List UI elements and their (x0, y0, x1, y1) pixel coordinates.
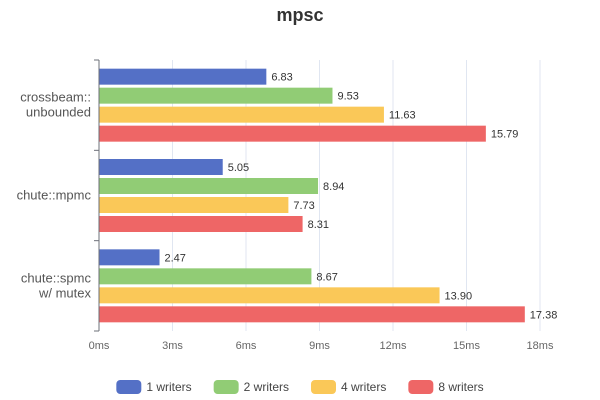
data-label: 7.73 (293, 200, 314, 212)
axes: 0ms 3ms 6ms 9ms 12ms 15ms 18ms crossbeam:: unbou… (17, 59, 554, 352)
data-label: 15.79 (491, 129, 519, 141)
bar (99, 249, 160, 266)
legend-swatch (311, 380, 336, 394)
legend-item[interactable]: 4 writers (311, 380, 386, 394)
chart-title: mpsc (276, 5, 323, 25)
x-tick-label: 3ms (162, 340, 183, 352)
bar (99, 216, 303, 232)
bar (99, 306, 525, 323)
x-tick-label: 18ms (527, 340, 554, 352)
bars: 6.83 9.53 11.63 15.79 5.05 8.94 7.73 8.31 2.47 8.… (99, 68, 558, 323)
data-label: 8.31 (308, 219, 329, 231)
category-label: chute::spmc w/ mutex (21, 270, 92, 300)
legend-label: 4 writers (341, 380, 386, 394)
data-label: 13.90 (445, 290, 473, 302)
legend-item[interactable]: 8 writers (408, 380, 484, 394)
legend-item[interactable]: 1 writers (116, 380, 192, 394)
legend-label: 2 writers (244, 380, 289, 394)
bar (99, 125, 486, 142)
legend-swatch (213, 380, 239, 394)
data-label: 6.83 (271, 72, 292, 84)
legend-swatch (116, 380, 142, 394)
legend-item[interactable]: 2 writers (213, 380, 289, 394)
data-label: 8.94 (323, 181, 344, 193)
x-tick-label: 0ms (89, 340, 110, 352)
x-tick-label: 15ms (453, 340, 480, 352)
legend: 1 writers 2 writers 4 writers 8 writers (116, 380, 484, 394)
legend-label: 8 writers (438, 380, 483, 394)
data-label: 11.63 (389, 110, 416, 122)
x-tick-label: 6ms (236, 340, 257, 352)
bar (99, 68, 267, 85)
x-tick-label: 12ms (380, 340, 407, 352)
data-label: 5.05 (228, 162, 249, 174)
legend-label: 1 writers (146, 380, 191, 394)
category-label: crossbeam:: unbounded (20, 90, 91, 120)
bar (99, 287, 440, 304)
x-tick-label: 9ms (309, 340, 330, 352)
data-label: 17.38 (530, 309, 558, 321)
bar (99, 106, 384, 123)
grid (172, 60, 541, 331)
category-label: chute::mpmc (17, 188, 92, 203)
bar (99, 178, 319, 194)
data-label: 2.47 (165, 252, 186, 264)
data-label: 9.53 (337, 91, 358, 103)
bar (99, 197, 289, 213)
bar (99, 268, 312, 285)
legend-swatch (408, 380, 434, 394)
data-label: 8.67 (316, 271, 337, 283)
bar (99, 159, 223, 175)
bar (99, 87, 333, 104)
